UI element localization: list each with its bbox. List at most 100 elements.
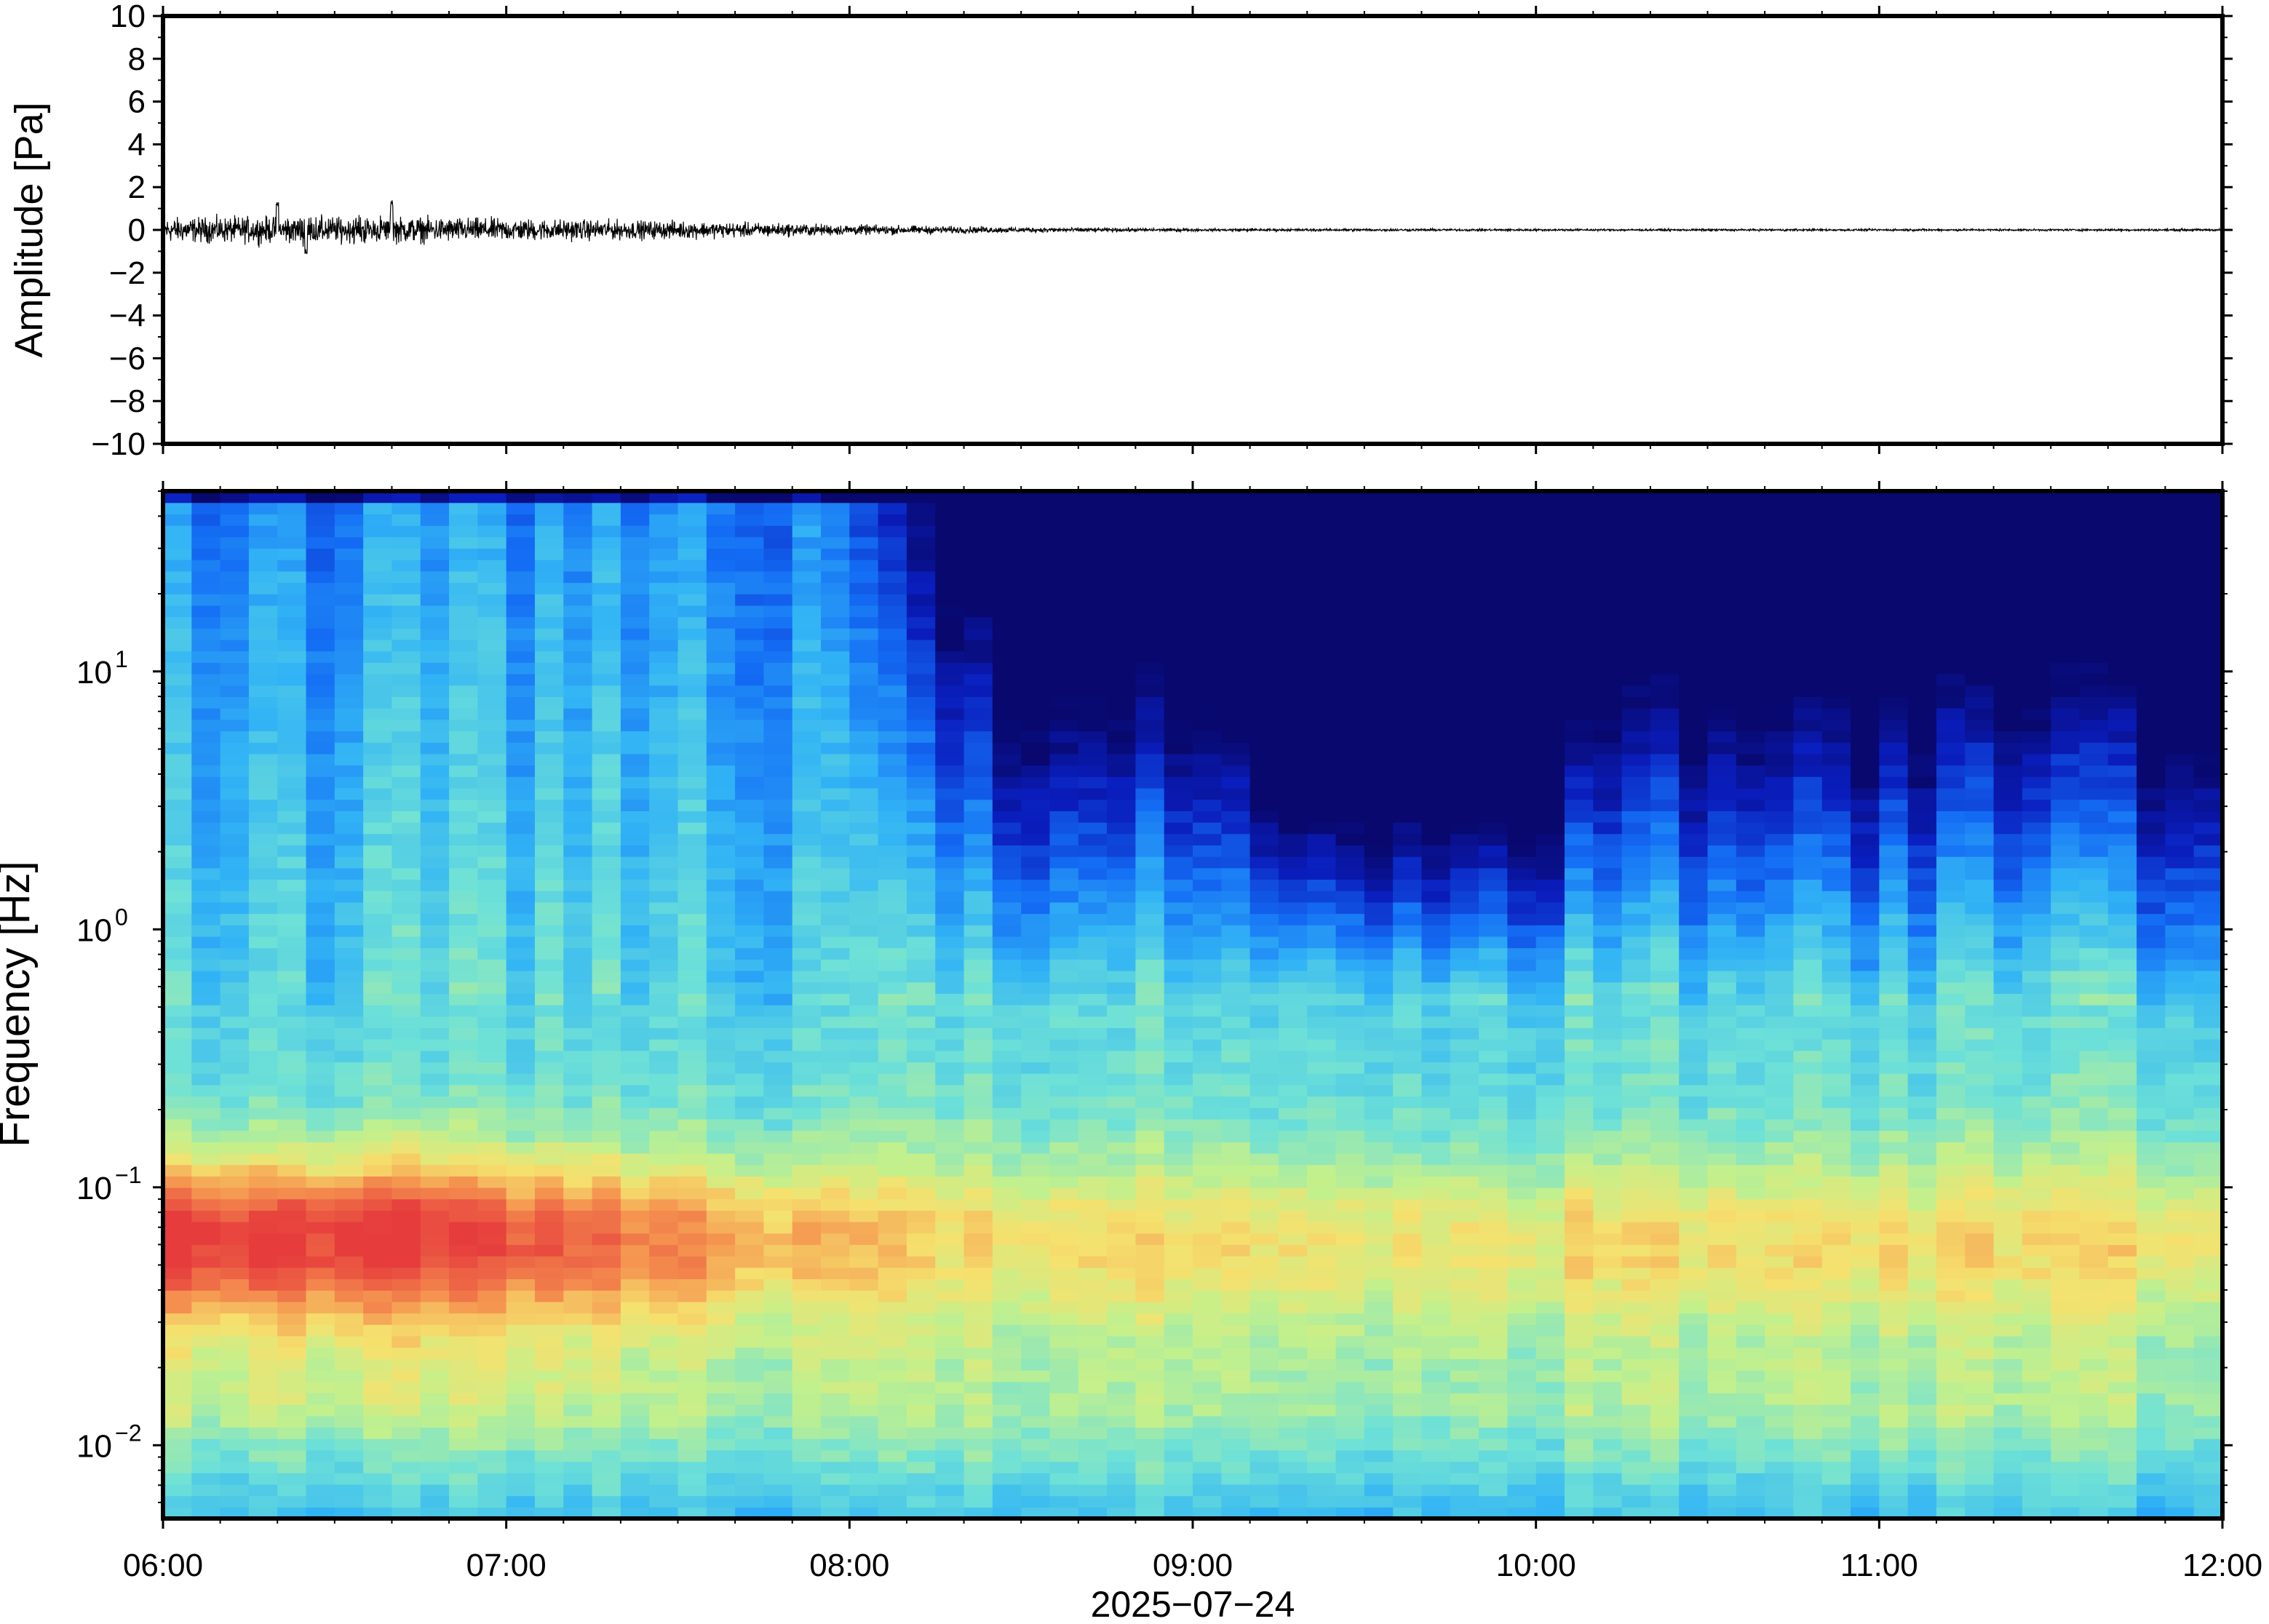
- spectrogram-cell: [1164, 1130, 1193, 1142]
- spectrogram-cell: [1249, 491, 1279, 503]
- spectrogram-cell: [506, 662, 536, 674]
- spectrogram-cell: [1307, 1290, 1337, 1302]
- spectrogram-cell: [735, 833, 765, 845]
- spectrogram-cell: [821, 1039, 850, 1051]
- spectrogram-cell: [506, 616, 536, 629]
- spectrogram-cell: [1021, 731, 1051, 743]
- spectrogram-cell: [735, 719, 765, 732]
- spectrogram-cell: [1393, 525, 1423, 538]
- spectrogram-cell: [334, 936, 364, 949]
- spectrogram-cell: [1078, 650, 1108, 663]
- spectrogram-cell: [1221, 1233, 1251, 1246]
- spectrogram-cell: [1564, 685, 1594, 697]
- spectrogram-cell: [1335, 947, 1365, 960]
- spectrogram-cell: [1021, 1142, 1051, 1154]
- spectrogram-cell: [649, 867, 679, 880]
- spectrogram-cell: [1078, 1016, 1108, 1028]
- spectrogram-cell: [620, 1176, 650, 1188]
- spectrogram-cell: [1393, 821, 1423, 835]
- spectrogram-cell: [763, 1118, 793, 1131]
- spectrogram-cell: [1621, 1027, 1651, 1040]
- spectrogram-cell: [1278, 514, 1308, 526]
- spectrogram-cell: [1393, 1335, 1423, 1348]
- spectrogram-cell: [1078, 1427, 1108, 1439]
- spectrogram-cell: [1650, 1313, 1680, 1325]
- spectrogram-cell: [906, 1267, 936, 1280]
- spectrogram-cell: [334, 1118, 364, 1131]
- spectrogram-cell: [1479, 674, 1508, 686]
- spectrogram-cell: [420, 616, 450, 629]
- spectrogram-cell: [706, 867, 736, 880]
- spectrogram-cell: [1193, 925, 1222, 937]
- spectrogram-cell: [1335, 993, 1365, 1006]
- spectrogram-cell: [277, 1278, 307, 1291]
- spectrogram-cell: [1221, 1153, 1251, 1166]
- spectrogram-cell: [620, 1222, 650, 1234]
- spectrogram-cell: [763, 959, 793, 971]
- spectrogram-cell: [277, 1107, 307, 1120]
- spectrogram-cell: [1393, 628, 1423, 640]
- spectrogram-cell: [963, 1176, 993, 1188]
- spectrogram-cell: [906, 787, 936, 800]
- spectrogram-cell: [506, 947, 536, 960]
- spectrogram-cell: [1393, 1107, 1423, 1120]
- spectrogram-cell: [1049, 1324, 1079, 1337]
- spectrogram-cell: [592, 1427, 621, 1439]
- spectrogram-cell: [963, 1107, 993, 1120]
- spectrogram-cell: [1593, 799, 1623, 811]
- spectrogram-cell: [706, 1507, 736, 1518]
- spectrogram-cell: [220, 1107, 250, 1120]
- spectrogram-cell: [963, 719, 993, 732]
- spectrogram-cell: [763, 1142, 793, 1154]
- spectrogram-cell: [1621, 616, 1651, 629]
- spectrogram-cell: [1049, 628, 1079, 640]
- spectrogram-cell: [1679, 1222, 1709, 1234]
- spectrogram-cell: [1021, 1404, 1051, 1417]
- spectrogram-cell: [1193, 536, 1222, 549]
- spectrogram-cell: [1507, 1461, 1537, 1473]
- spectrogram-cell: [449, 719, 478, 732]
- spectrogram-cell: [1535, 502, 1565, 514]
- spectrogram-cell: [1535, 639, 1565, 652]
- spectrogram-cell: [821, 1381, 850, 1394]
- spectrogram-cell: [1335, 696, 1365, 709]
- spectrogram-cell: [306, 1370, 335, 1382]
- spectrogram-cell: [1621, 594, 1651, 606]
- spectrogram-cell: [735, 674, 765, 686]
- spectrogram-cell: [849, 1142, 879, 1154]
- spectrogram-cell: [1278, 947, 1308, 960]
- spectrogram-cell: [477, 731, 507, 743]
- spectrogram-cell: [1650, 1381, 1680, 1394]
- spectrogram-cell: [1193, 616, 1222, 629]
- spectrogram-cell: [735, 1107, 765, 1120]
- spectrogram-cell: [534, 867, 564, 880]
- spectrogram-cell: [1535, 1222, 1565, 1234]
- spectrogram-cell: [649, 1278, 679, 1291]
- spectrogram-cell: [1393, 1233, 1423, 1246]
- spectrogram-cell: [1621, 674, 1651, 686]
- spectrogram-cell: [220, 708, 250, 720]
- spectrogram-cell: [992, 901, 1022, 915]
- spectrogram-cell: [306, 1176, 335, 1188]
- spectrogram-cell: [163, 1381, 192, 1394]
- spectrogram-cell: [477, 1370, 507, 1382]
- spectrogram-cell: [1221, 799, 1251, 811]
- spectrogram-cell: [334, 821, 364, 835]
- spectrogram-cell: [420, 514, 450, 526]
- spectrogram-cell: [1307, 742, 1337, 755]
- spectrogram-cell: [792, 1027, 822, 1040]
- spectrogram-cell: [277, 742, 307, 755]
- spectrogram-cell: [477, 685, 507, 697]
- spectrogram-cell: [1564, 1198, 1594, 1211]
- spectrogram-cell: [420, 821, 450, 835]
- spectrogram-cell: [821, 1062, 850, 1074]
- spectrogram-cell: [220, 570, 250, 584]
- spectrogram-cell: [334, 662, 364, 674]
- spectrogram-cell: [763, 1324, 793, 1337]
- spectrogram-cell: [1621, 1187, 1651, 1200]
- spectrogram-cell: [1107, 1153, 1136, 1166]
- spectrogram-cell: [1535, 936, 1565, 949]
- spectrogram-cell: [220, 548, 250, 560]
- spectrogram-cell: [1621, 1073, 1651, 1086]
- spectrogram-cell: [163, 696, 192, 709]
